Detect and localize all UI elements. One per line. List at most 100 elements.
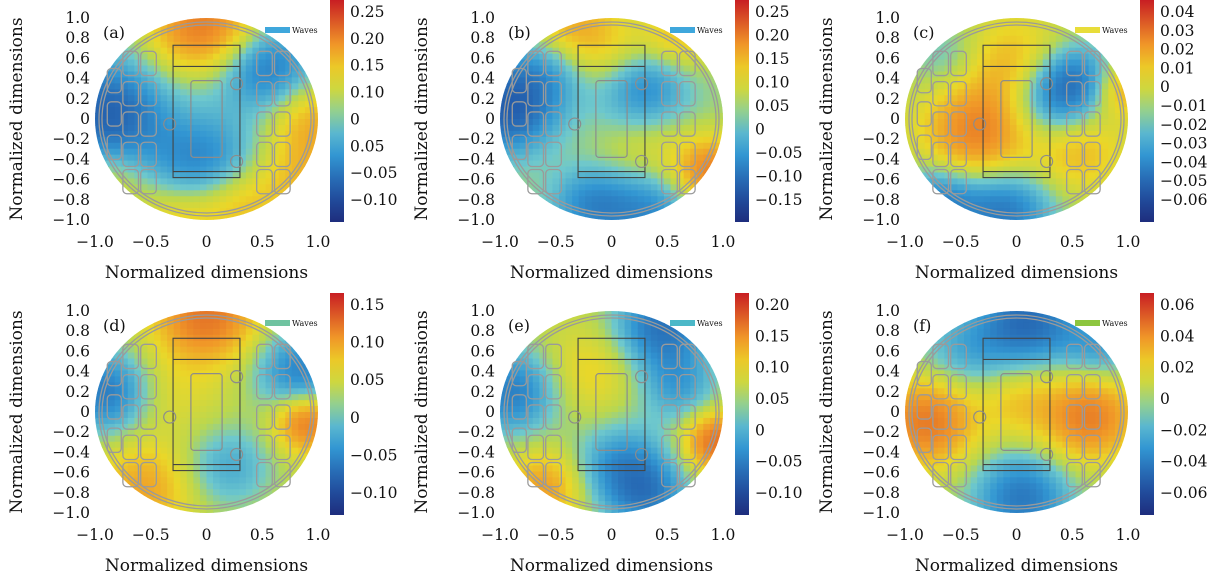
heat-cell: [291, 196, 299, 203]
heat-cell: [611, 124, 619, 132]
heat-cell: [193, 59, 201, 67]
heat-cell: [265, 382, 273, 389]
heat-cell: [559, 124, 567, 132]
heat-cell: [1068, 83, 1077, 90]
heat-cell: [657, 178, 665, 185]
rib-cell: [122, 373, 140, 400]
heat-cell: [160, 423, 168, 431]
heat-cell: [1062, 113, 1070, 120]
heat-cell: [977, 77, 985, 84]
heat-cell: [950, 148, 959, 156]
heat-cell: [631, 148, 639, 156]
heat-cell: [559, 142, 567, 150]
heat-cell: [591, 172, 599, 180]
heat-cell: [304, 172, 313, 180]
heat-cell: [559, 47, 567, 55]
heat-cell: [245, 107, 254, 114]
heat-cell: [526, 202, 534, 209]
heat-cell: [304, 447, 313, 455]
heat-cell: [199, 178, 208, 185]
heat-cell: [160, 459, 168, 467]
heat-cell: [206, 441, 214, 449]
heat-cell: [265, 142, 273, 150]
heat-cell: [983, 83, 991, 90]
heat-cell: [108, 124, 116, 132]
heat-cell: [298, 136, 306, 144]
heat-cell: [1036, 83, 1044, 90]
heat-cell: [611, 89, 619, 96]
heat-cell: [180, 441, 188, 449]
heat-cell: [970, 148, 978, 156]
heat-cell: [167, 394, 175, 401]
legend-label: Waves: [292, 319, 318, 328]
heat-cell: [1088, 160, 1096, 168]
heat-cell: [114, 400, 122, 407]
heat-cell: [924, 77, 932, 84]
heat-cell: [258, 95, 267, 102]
heat-cell: [1095, 77, 1103, 84]
heat-cell: [650, 18, 659, 25]
heat-cell: [245, 388, 254, 395]
heat-cell: [239, 489, 247, 496]
heat-cell: [957, 107, 965, 114]
heat-cell: [1009, 172, 1018, 180]
heat-cell: [513, 406, 521, 413]
heat-cell: [127, 352, 135, 360]
heat-cell: [977, 190, 985, 197]
heat-cell: [905, 35, 913, 43]
heat-cell: [147, 501, 155, 508]
heat-cell: [1075, 160, 1083, 168]
heat-cell: [1049, 65, 1057, 73]
heat-cell: [644, 154, 652, 162]
heat-cell: [1082, 172, 1090, 180]
heatmap-panel: (a) Waves 1.0 0.8 0.6 0.4 0.2 0 −0.2 −0.4 −0.6 −0.8…: [0, 0, 405, 293]
heat-cell: [245, 400, 254, 407]
heat-cell: [291, 435, 299, 443]
heat-cell: [1075, 154, 1083, 162]
heat-cell: [1101, 214, 1109, 220]
heat-cell: [670, 35, 678, 43]
heat-cell: [186, 154, 194, 162]
heat-cell: [232, 142, 240, 150]
center-frame: [577, 44, 646, 179]
heat-cell: [167, 95, 175, 102]
heat-cell: [552, 148, 560, 156]
heat-cell: [199, 166, 208, 174]
heat-cell: [285, 107, 293, 114]
heat-cell: [611, 47, 619, 55]
heat-cell: [677, 77, 685, 84]
heat-cell: [114, 364, 122, 372]
heat-cell: [1108, 166, 1116, 174]
heat-cell: [1082, 18, 1090, 25]
heat-cell: [996, 35, 1004, 43]
heat-cell: [957, 196, 965, 203]
heat-cell: [108, 489, 116, 496]
heat-cell: [291, 453, 299, 461]
heat-cell: [703, 202, 711, 209]
heat-cell: [500, 340, 508, 348]
heat-cell: [95, 83, 103, 90]
heat-cell: [265, 495, 273, 502]
heat-cell: [1055, 113, 1064, 120]
heat-cell: [690, 202, 698, 209]
heat-cell: [1062, 160, 1070, 168]
heat-cell: [552, 130, 560, 138]
heat-cell: [559, 71, 567, 79]
heat-cell: [298, 65, 306, 73]
heat-cell: [140, 477, 149, 484]
heat-cell: [683, 142, 691, 150]
heat-cell: [918, 119, 926, 126]
heat-cell: [206, 29, 214, 37]
heat-cell: [996, 23, 1004, 31]
heat-cell: [206, 311, 214, 318]
heat-cell: [565, 59, 573, 67]
heat-cell: [572, 83, 580, 90]
heat-cell: [206, 394, 214, 401]
heat-cell: [147, 18, 155, 25]
heat-cell: [108, 423, 116, 431]
heat-cell: [226, 95, 234, 102]
heat-cell: [258, 429, 267, 437]
heat-cell: [911, 184, 919, 191]
heat-cell: [114, 471, 122, 478]
heat-cell: [670, 208, 678, 215]
